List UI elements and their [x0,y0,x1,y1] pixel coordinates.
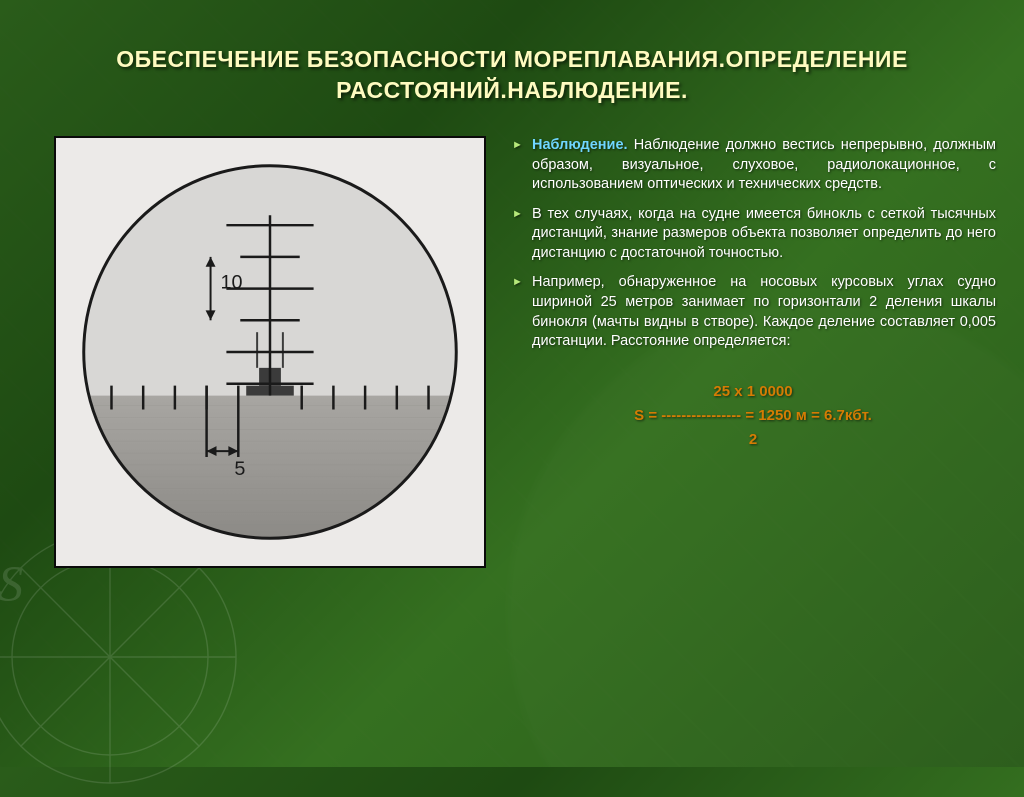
bullet-text: В тех случаях, когда на судне имеется би… [532,206,996,261]
svg-text:10: 10 [220,272,242,294]
reticle-figure: 10 5 [54,136,486,568]
bullet-text: Например, обнаруженное на носовых курсов… [532,274,996,349]
svg-text:S: S [0,556,23,612]
bullet-item: В тех случаях, когда на судне имеется би… [510,205,996,264]
bullet-item: Наблюдение. Наблюдение должно вестись не… [510,136,996,195]
svg-text:5: 5 [234,458,245,480]
bullet-item: Например, обнаруженное на носовых курсов… [510,273,996,351]
reticle-svg: 10 5 [56,138,484,566]
bullet-lead: Наблюдение. [532,137,634,153]
